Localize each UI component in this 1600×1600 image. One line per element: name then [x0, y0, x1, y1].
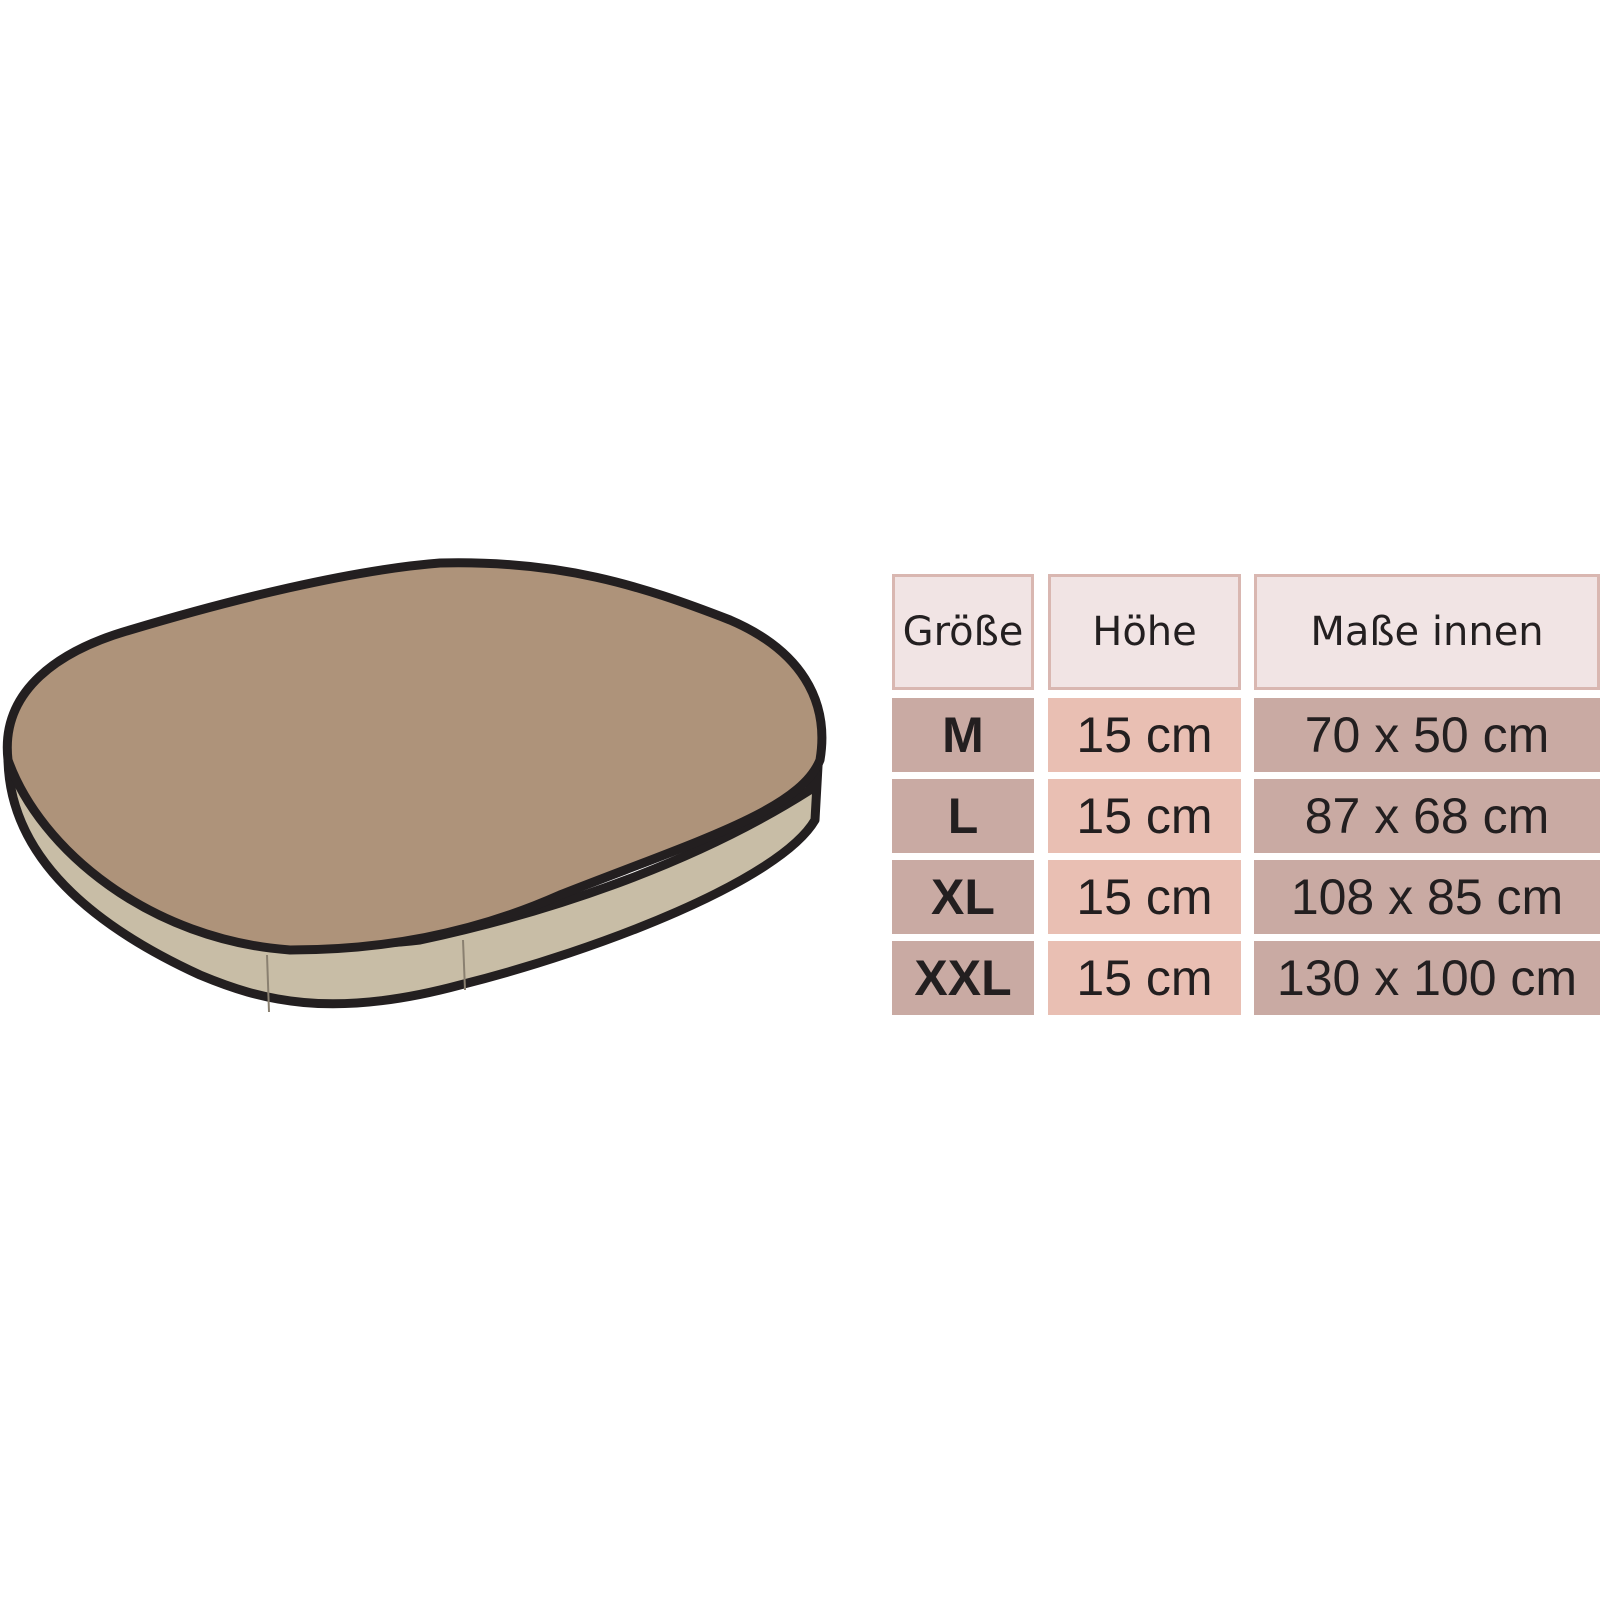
table-cell: 130 x 100 cm	[1254, 941, 1600, 1015]
header-cell: Größe	[892, 574, 1034, 690]
table-cell: 87 x 68 cm	[1254, 779, 1600, 853]
table-cell: 70 x 50 cm	[1254, 698, 1600, 772]
table-cell: 15 cm	[1048, 860, 1241, 934]
header-cell: Maße innen	[1254, 574, 1600, 690]
table-cell: XXL	[892, 941, 1034, 1015]
cushion-illustration	[2, 558, 827, 1013]
table-cell: L	[892, 779, 1034, 853]
table-cell: 15 cm	[1048, 698, 1241, 772]
table-cell: M	[892, 698, 1034, 772]
header-cell: Höhe	[1048, 574, 1241, 690]
table-cell: 15 cm	[1048, 941, 1241, 1015]
table-cell: XL	[892, 860, 1034, 934]
table-cell: 15 cm	[1048, 779, 1241, 853]
table-cell: 108 x 85 cm	[1254, 860, 1600, 934]
